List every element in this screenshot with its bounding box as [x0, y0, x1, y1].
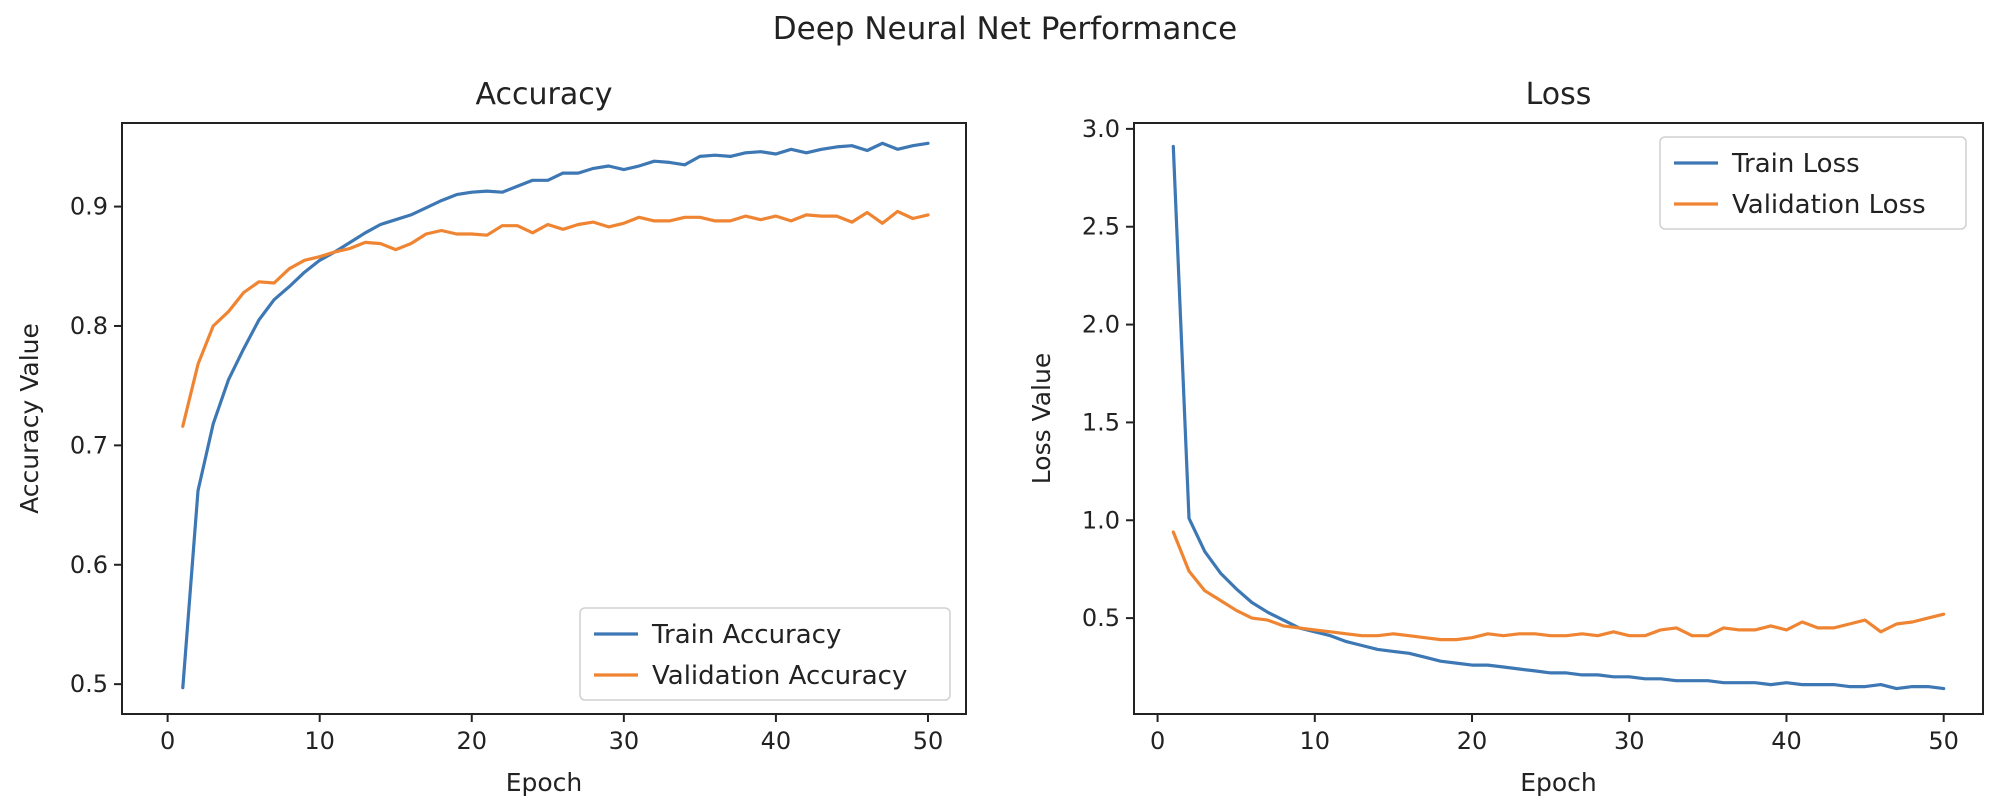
chart-0-series-line-0 — [181, 141, 930, 690]
chart-0-legend-label-0: Train Accuracy — [651, 620, 841, 650]
chart-0-title: Accuracy — [476, 77, 613, 112]
chart-0-x-tick-label: 10 — [304, 727, 335, 755]
chart-0-x-axis-label: Epoch — [506, 768, 583, 797]
chart-0-x-tick-label: 50 — [913, 727, 944, 755]
chart-1-legend: Train Loss Validation Loss — [1659, 136, 1967, 230]
chart-1-y-tick-label: 0.5 — [1082, 604, 1120, 632]
chart-1-y-axis-label: Loss Value — [1027, 353, 1056, 484]
chart-0-legend-label-1: Validation Accuracy — [652, 661, 907, 691]
chart-1-x-tick-label: 40 — [1771, 727, 1802, 755]
chart-1-x-tick-label: 10 — [1300, 727, 1331, 755]
chart-0-series-line-1 — [181, 209, 930, 428]
chart-1-y-tick-label: 1.0 — [1082, 506, 1120, 534]
chart-1-y-tick-label: 2.0 — [1082, 311, 1120, 339]
chart-1-x-tick-label: 50 — [1928, 727, 1959, 755]
chart-1-legend-label-0: Train Loss — [1731, 149, 1860, 179]
chart-0-y-tick-label: 0.7 — [70, 431, 108, 459]
chart-1-x-tick-label: 20 — [1457, 727, 1488, 755]
chart-1-x-tick-label: 0 — [1150, 727, 1165, 755]
chart-0-y-tick-label: 0.8 — [70, 312, 108, 340]
chart-1-x-axis-label: Epoch — [1520, 768, 1597, 797]
chart-1-legend-label-1: Validation Loss — [1732, 190, 1926, 220]
chart-1-y-tick-label: 1.5 — [1082, 408, 1120, 436]
chart-0-legend: Train Accuracy Validation Accuracy — [579, 607, 951, 701]
figure-title: Deep Neural Net Performance — [773, 11, 1237, 47]
chart-1-title: Loss — [1526, 77, 1592, 112]
chart-1-plot-frame — [1133, 122, 1984, 715]
chart-0-y-tick-label: 0.6 — [70, 551, 108, 579]
chart-1-y-tick-label: 2.5 — [1082, 213, 1120, 241]
chart-0-y-axis-label: Accuracy Value — [15, 323, 44, 514]
accuracy-chart: Accuracy 0 10 20 30 40 50 0.5 0.6 0.7 0.8 0.9 Epoch A… — [15, 77, 967, 797]
chart-0-y-tick-label: 0.9 — [70, 193, 108, 221]
chart-1-legend-box — [1659, 136, 1967, 230]
chart-0-x-tick-label: 20 — [456, 727, 487, 755]
chart-0-y-tick-label: 0.5 — [70, 670, 108, 698]
chart-0-x-tick-label: 40 — [761, 727, 792, 755]
chart-1-series-line-1 — [1171, 530, 1946, 642]
loss-chart: Loss 0 10 20 30 40 50 0.5 1.0 1.5 2.0 2.5 3.0 Epoch Lo… — [1027, 77, 1984, 797]
chart-0-x-tick-label: 30 — [609, 727, 640, 755]
chart-1-x-tick-label: 30 — [1614, 727, 1645, 755]
chart-0-plot-frame — [121, 122, 967, 715]
chart-0-x-tick-label: 0 — [160, 727, 175, 755]
chart-0-legend-box — [579, 607, 951, 701]
chart-1-y-tick-label: 3.0 — [1082, 115, 1120, 143]
